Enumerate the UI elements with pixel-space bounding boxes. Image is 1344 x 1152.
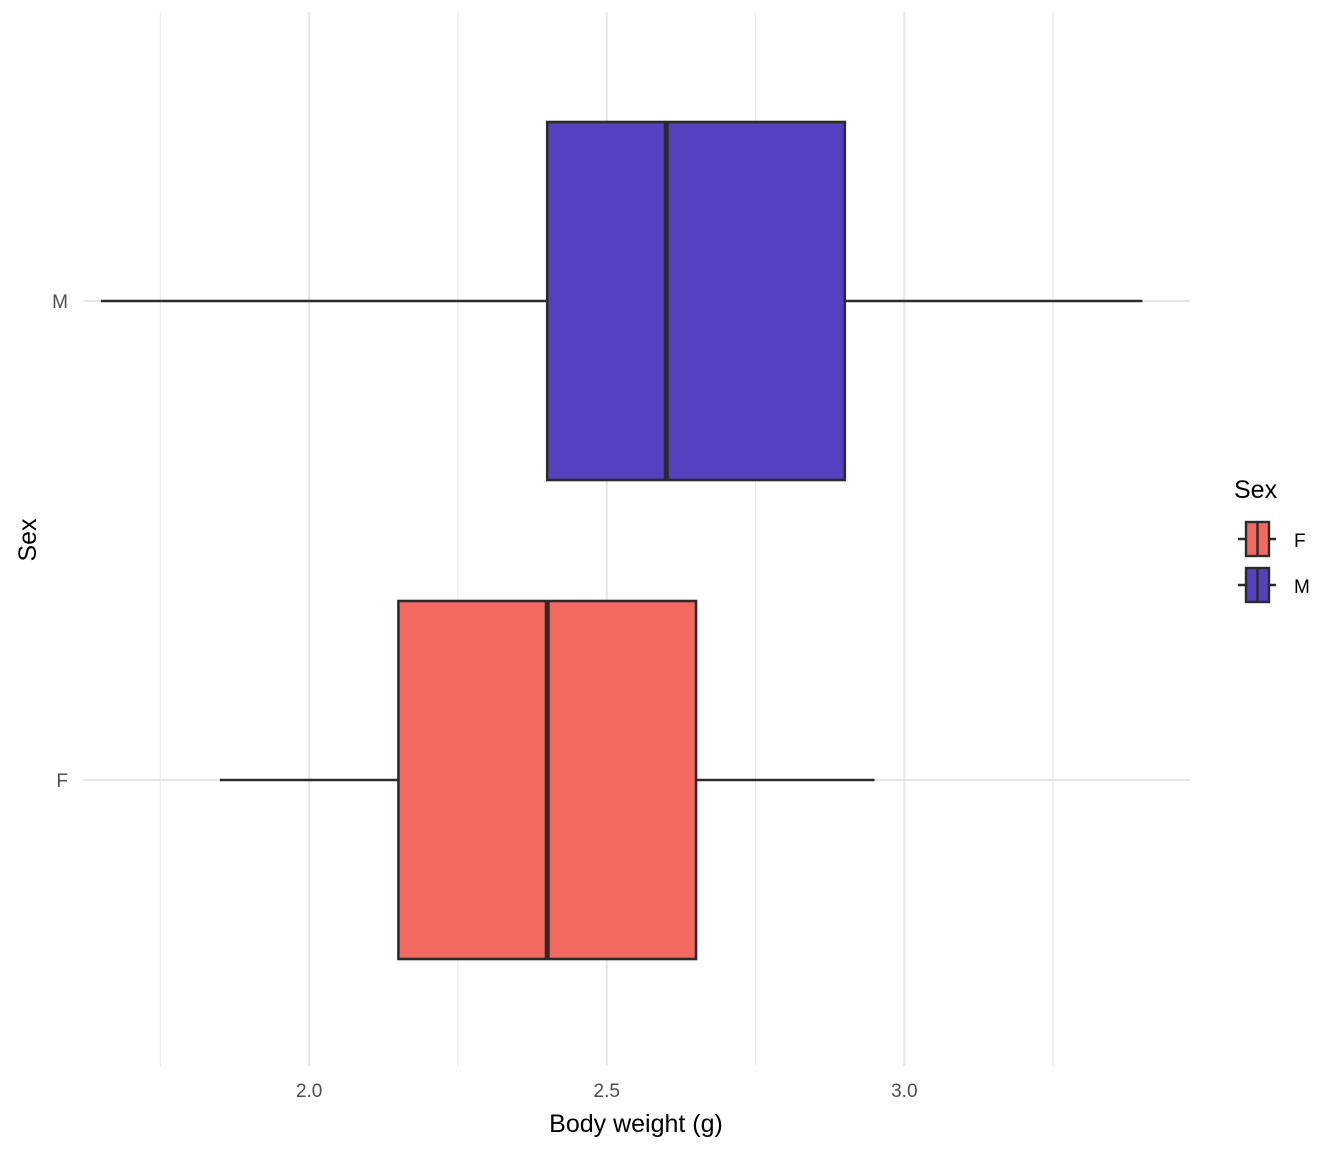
legend: Sex FM bbox=[1234, 476, 1310, 604]
legend-label: F bbox=[1294, 531, 1306, 552]
x-tick-label: 3.0 bbox=[891, 1081, 917, 1102]
legend-title: Sex bbox=[1234, 476, 1278, 504]
legend-label: M bbox=[1294, 577, 1310, 598]
box-f bbox=[219, 599, 875, 961]
y-tick-label: M bbox=[52, 292, 68, 313]
legend-entry-f: F bbox=[1238, 520, 1306, 558]
x-tick-label: 2.5 bbox=[594, 1081, 620, 1102]
x-tick-label: 2.0 bbox=[296, 1081, 322, 1102]
y-tick-label: F bbox=[56, 771, 68, 792]
legend-entries: FM bbox=[1238, 520, 1310, 604]
box-m bbox=[100, 120, 1143, 482]
y-axis-ticks: FM bbox=[52, 292, 68, 792]
x-axis-title: Body weight (g) bbox=[549, 1110, 723, 1138]
iqr-box bbox=[545, 120, 847, 482]
box-plots bbox=[100, 120, 1143, 961]
legend-entry-m: M bbox=[1238, 566, 1310, 604]
x-axis-ticks: 2.0 2.5 3.0 bbox=[296, 1081, 918, 1102]
y-axis-title: Sex bbox=[14, 518, 42, 562]
